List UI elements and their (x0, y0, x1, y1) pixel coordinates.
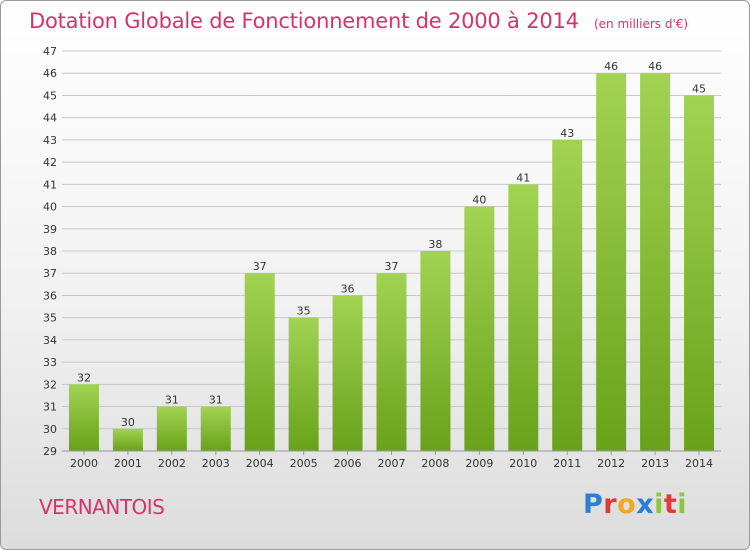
logo-letter: i (677, 489, 688, 520)
logo-letter: P (583, 489, 604, 520)
x-axis-ticks: 2000 2001 2002 2003 2004 2005 2006 2007 2008 2009… (70, 451, 713, 470)
bar (200, 406, 231, 451)
bar (288, 317, 319, 451)
bar-value-label: 31 (209, 394, 223, 407)
y-tick-label: 35 (43, 312, 57, 325)
x-tick-label: 2003 (202, 457, 230, 470)
y-axis-ticks: 29 30 31 32 33 34 35 36 37 38 39 40 41 42 43 44 45 46 47 (43, 45, 57, 458)
chart-subtitle: (en milliers d'€) (593, 17, 689, 31)
bar-value-label: 32 (77, 371, 91, 384)
x-tick-label: 2001 (114, 457, 142, 470)
x-tick-label: 2013 (641, 457, 669, 470)
logo-letter: r (603, 489, 618, 520)
y-tick-label: 41 (43, 178, 57, 191)
y-tick-label: 46 (43, 67, 57, 80)
bar-value-label: 38 (428, 238, 442, 251)
x-tick-label: 2000 (70, 457, 98, 470)
x-tick-label: 2002 (158, 457, 186, 470)
bar (464, 206, 495, 451)
y-tick-label: 32 (43, 378, 57, 391)
bar (244, 273, 275, 451)
bar-value-label: 37 (385, 260, 399, 273)
x-tick-label: 2012 (597, 457, 625, 470)
bar-value-label: 43 (560, 127, 574, 140)
y-tick-label: 33 (43, 356, 57, 369)
bar-value-label: 30 (121, 416, 135, 429)
bar-value-label: 40 (472, 194, 486, 207)
title-block: Dotation Globale de Fonctionnement de 20… (29, 9, 688, 33)
x-tick-label: 2006 (334, 457, 362, 470)
logo-letter: t (663, 489, 678, 520)
x-tick-label: 2010 (509, 457, 537, 470)
data-labels: 32 30 31 31 37 35 36 37 38 40 41 43 46 46 45 (77, 60, 706, 429)
y-tick-label: 31 (43, 401, 57, 414)
chart-title: Dotation Globale de Fonctionnement de 20… (29, 9, 579, 33)
commune-name: VERNANTOIS (39, 495, 165, 519)
y-tick-label: 42 (43, 156, 57, 169)
bar (156, 406, 187, 451)
bars (68, 73, 715, 452)
bar (596, 73, 627, 451)
bar (332, 295, 363, 451)
bar-value-label: 45 (692, 82, 706, 95)
bar-value-label: 36 (341, 282, 355, 295)
bar-value-label: 37 (253, 260, 267, 273)
bar-value-label: 41 (516, 171, 530, 184)
bar-value-label: 31 (165, 394, 179, 407)
bar (552, 139, 583, 451)
x-tick-label: 2005 (290, 457, 318, 470)
y-tick-label: 43 (43, 134, 57, 147)
proxiti-logo: Proxiti (583, 489, 687, 520)
y-tick-label: 37 (43, 267, 57, 280)
y-tick-label: 36 (43, 289, 57, 302)
logo-letter: i (654, 489, 664, 520)
bar (508, 184, 539, 452)
logo-letter: o (617, 489, 637, 520)
y-tick-label: 45 (43, 89, 57, 102)
bar (68, 384, 99, 451)
bar-value-label: 35 (297, 305, 311, 318)
x-tick-label: 2008 (421, 457, 449, 470)
logo-letter: x (636, 489, 655, 520)
y-tick-label: 38 (43, 245, 57, 258)
bar (684, 95, 715, 451)
bar-value-label: 46 (648, 60, 662, 73)
x-tick-label: 2011 (553, 457, 581, 470)
bar (376, 273, 407, 451)
bar (420, 251, 451, 451)
x-tick-label: 2007 (378, 457, 406, 470)
y-tick-label: 47 (43, 45, 57, 58)
bar (640, 73, 671, 451)
y-tick-label: 39 (43, 223, 57, 236)
y-tick-label: 30 (43, 423, 57, 436)
bar-value-label: 46 (604, 60, 618, 73)
y-tick-label: 34 (43, 334, 57, 347)
bar (112, 428, 143, 451)
y-tick-label: 44 (43, 112, 57, 125)
y-tick-label: 29 (43, 445, 57, 458)
x-tick-label: 2014 (685, 457, 713, 470)
y-tick-label: 40 (43, 201, 57, 214)
x-tick-label: 2004 (246, 457, 274, 470)
x-tick-label: 2009 (465, 457, 493, 470)
